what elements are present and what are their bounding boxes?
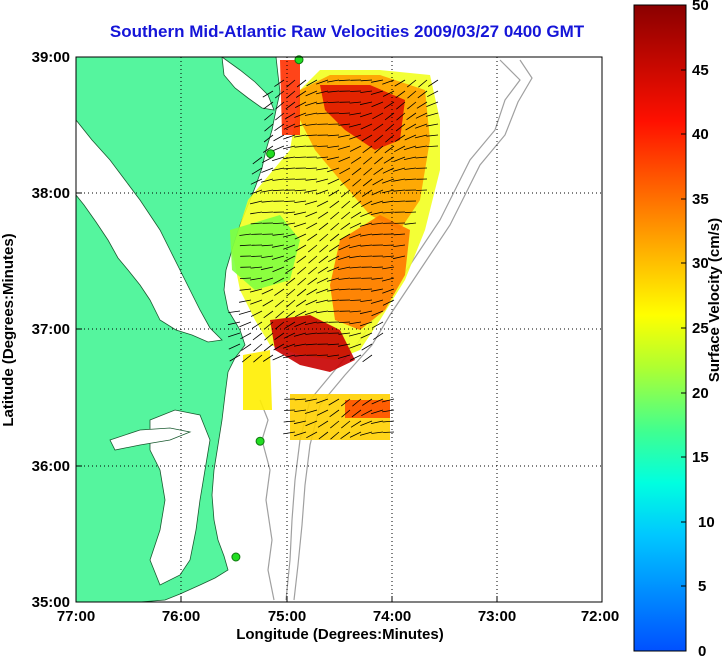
colorbar-tick-label: 20 — [692, 385, 709, 402]
colorbar-tick-label: 10 — [698, 514, 715, 531]
current-vector-field — [227, 79, 439, 440]
colorbar-label: Surface Velocity (cm/s) — [706, 218, 723, 382]
velocity-field — [230, 60, 440, 440]
velocity-patch — [345, 400, 390, 418]
velocity-patch — [280, 60, 300, 135]
colorbar — [633, 4, 687, 652]
velocity-patch — [243, 350, 272, 410]
y-tick-label: 35:00 — [32, 594, 70, 611]
colorbar-tick-label: 5 — [698, 578, 706, 595]
colorbar-tick-label: 35 — [692, 191, 709, 208]
velocity-patch — [230, 215, 300, 290]
delaware-bay — [221, 57, 275, 111]
colorbar-ticks — [681, 69, 686, 587]
colorbar-tick-label: 45 — [692, 62, 709, 79]
colorbar-tick-label: 50 — [692, 0, 709, 14]
colorbar-tick-label: 40 — [692, 126, 709, 143]
colorbar-tick-label: 30 — [692, 255, 709, 272]
velocity-patch — [320, 85, 405, 150]
grid-lines — [76, 57, 602, 602]
station-marker — [294, 55, 304, 65]
x-tick-label: 74:00 — [373, 608, 411, 625]
tick-marks — [76, 192, 498, 602]
colorbar-tick-label: 15 — [692, 449, 709, 466]
station-marker — [266, 149, 276, 159]
colorbar-tick-label: 0 — [698, 643, 706, 659]
page-title: Southern Mid-Atlantic Raw Velocities 200… — [109, 22, 585, 41]
velocity-patch — [270, 315, 355, 372]
albemarle-inlet — [109, 427, 192, 451]
y-tick-label: 38:00 — [32, 185, 70, 202]
station-marker — [255, 436, 265, 446]
x-tick-label: 75:00 — [268, 608, 306, 625]
station-marker — [231, 552, 241, 562]
x-tick-label: 73:00 — [478, 608, 516, 625]
x-axis-label: Longitude (Degrees:Minutes) — [236, 626, 444, 643]
y-axis-label: Latitude (Degrees:Minutes) — [0, 233, 17, 426]
y-tick-label: 39:00 — [32, 49, 70, 66]
colorbar-tick-label: 25 — [692, 320, 709, 337]
y-tick-label: 36:00 — [32, 458, 70, 475]
velocity-patch — [330, 215, 410, 330]
pamlico-sound — [149, 409, 211, 586]
hf-radar-stations — [231, 55, 304, 562]
current-arrows — [227, 79, 439, 440]
x-tick-label: 72:00 — [581, 608, 619, 625]
y-tick-label: 37:00 — [32, 321, 70, 338]
x-tick-label: 77:00 — [57, 608, 95, 625]
chesapeake-bay — [76, 119, 223, 343]
x-tick-label: 76:00 — [162, 608, 200, 625]
